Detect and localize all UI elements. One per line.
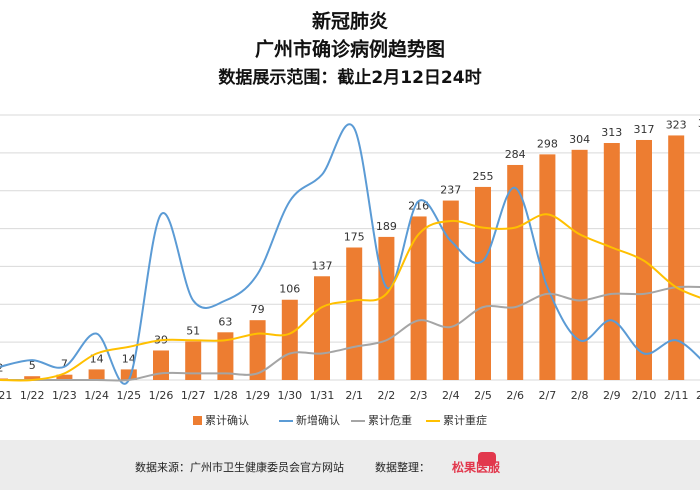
- x-tick-label: 2/3: [410, 389, 428, 402]
- x-tick-label: 1/31: [310, 389, 335, 402]
- value-label: 137: [312, 259, 333, 272]
- x-tick-label: 2/6: [506, 389, 524, 402]
- value-label: 51: [186, 324, 200, 337]
- legend-label: 累计危重: [368, 413, 412, 427]
- line: [0, 213, 700, 382]
- bar: [88, 369, 105, 380]
- value-label: 63: [218, 315, 232, 328]
- bar: [539, 154, 556, 380]
- footer-band: [0, 440, 700, 490]
- x-tick-label: 1/30: [277, 389, 302, 402]
- value-label: 325: [698, 117, 700, 130]
- value-label: 255: [473, 170, 494, 183]
- x-tick-label: 2/7: [539, 389, 557, 402]
- x-tick-label: 2/8: [571, 389, 589, 402]
- x-tick-label: 2/2: [378, 389, 396, 402]
- bar: [281, 299, 298, 380]
- bar: [668, 135, 685, 380]
- line: [0, 285, 700, 382]
- bar: [24, 376, 41, 380]
- bar: [185, 341, 202, 380]
- value-label: 323: [666, 118, 687, 131]
- x-tick-label: 2/4: [442, 389, 460, 402]
- x-tick-label: 1/27: [181, 389, 206, 402]
- value-label: 189: [376, 220, 397, 233]
- bar: [410, 216, 427, 380]
- value-label: 5: [29, 359, 36, 372]
- value-label: 175: [344, 231, 365, 244]
- chart-subtitle: 广州市确诊病例趋势图: [255, 38, 445, 61]
- x-tick-label: 1/26: [149, 389, 174, 402]
- bar: [603, 143, 620, 380]
- footer-logo: 松果医服: [452, 460, 501, 475]
- logo-icon: [478, 452, 496, 466]
- value-label: 304: [569, 133, 590, 146]
- bar: [442, 200, 459, 380]
- x-tick-label: 2/11: [664, 389, 689, 402]
- bar: [346, 247, 363, 380]
- value-label: 7: [61, 358, 68, 371]
- x-tick-label: 2/1: [345, 389, 363, 402]
- legend-label: 累计确认: [205, 414, 249, 427]
- legend-label: 新增确认: [296, 413, 340, 427]
- value-label: 79: [251, 303, 265, 316]
- x-tick-label: 1/21: [0, 389, 12, 402]
- value-label: 284: [505, 148, 526, 161]
- bar: [56, 374, 73, 380]
- x-tick-label: 1/25: [116, 389, 141, 402]
- legend-label: 累计重症: [443, 413, 487, 427]
- bar: [507, 164, 524, 380]
- value-label: 2: [0, 361, 4, 374]
- bar: [153, 350, 169, 380]
- x-tick-label: 2/9: [603, 389, 621, 402]
- value-label: 298: [537, 137, 558, 150]
- value-label: 106: [279, 283, 300, 296]
- x-tick-label: 1/29: [245, 389, 270, 402]
- bar: [571, 149, 588, 380]
- value-label: 317: [634, 123, 655, 136]
- value-label: 313: [601, 126, 622, 139]
- x-tick-label: 1/24: [84, 389, 109, 402]
- bar: [217, 332, 234, 380]
- bar: [120, 369, 137, 380]
- bar: [314, 276, 330, 380]
- bar: [475, 186, 491, 380]
- value-label: 14: [122, 352, 136, 365]
- x-tick-label: 2/10: [632, 389, 657, 402]
- x-tick-label: 1/23: [52, 389, 77, 402]
- x-tick-label: 2/12: [696, 389, 700, 402]
- x-tick-label: 1/22: [20, 389, 45, 402]
- chart-title: 新冠肺炎: [312, 10, 388, 33]
- x-tick-label: 1/28: [213, 389, 238, 402]
- footer-compiled: 数据整理：: [375, 460, 430, 474]
- value-label: 237: [440, 184, 461, 197]
- legend-swatch: [193, 416, 202, 425]
- x-tick-label: 2/5: [474, 389, 492, 402]
- bar: [378, 236, 395, 380]
- footer-source: 数据来源：广州市卫生健康委员会官方网站: [135, 460, 344, 474]
- range-note: 数据展示范围：截止2月12日24时: [218, 67, 481, 88]
